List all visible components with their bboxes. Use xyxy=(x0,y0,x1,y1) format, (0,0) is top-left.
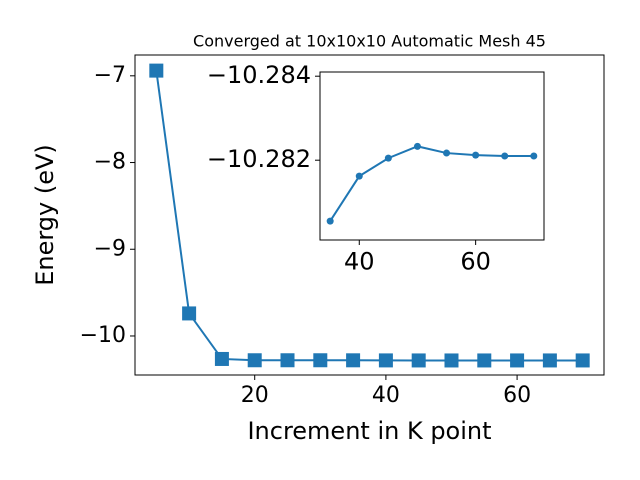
marker xyxy=(472,151,480,159)
marker xyxy=(530,152,538,160)
y-tick-label: −10.284 xyxy=(207,61,311,89)
y-tick-label: −8 xyxy=(94,150,126,175)
marker xyxy=(313,353,328,368)
x-tick-label: 20 xyxy=(241,383,269,408)
marker xyxy=(378,353,393,368)
x-tick-label: 60 xyxy=(503,383,531,408)
x-tick-label: 40 xyxy=(372,383,400,408)
marker xyxy=(182,306,197,321)
marker xyxy=(510,353,525,368)
x-axis-label: Increment in K point xyxy=(247,417,491,445)
marker xyxy=(355,172,363,180)
marker xyxy=(444,353,459,368)
x-tick-label: 40 xyxy=(344,247,375,275)
marker xyxy=(280,353,295,368)
y-tick-label: −10 xyxy=(80,323,126,348)
marker xyxy=(214,351,229,366)
marker xyxy=(443,149,451,157)
y-tick-label: −9 xyxy=(94,236,126,261)
plot-frame xyxy=(134,54,605,376)
y-axis-label: Energy (eV) xyxy=(31,144,59,286)
x-tick-label: 60 xyxy=(460,247,491,275)
marker xyxy=(326,217,334,225)
marker xyxy=(477,353,492,368)
plot-frame xyxy=(319,71,545,241)
marker xyxy=(149,63,164,78)
marker xyxy=(413,142,421,150)
marker xyxy=(542,353,557,368)
marker xyxy=(384,154,392,162)
marker xyxy=(575,353,590,368)
marker xyxy=(247,353,262,368)
series-line xyxy=(329,145,534,222)
chart-title: Converged at 10x10x10 Automatic Mesh 45 xyxy=(193,32,546,51)
y-tick-label: −7 xyxy=(94,63,126,88)
y-tick-label: −10.282 xyxy=(207,145,311,173)
marker xyxy=(411,353,426,368)
marker xyxy=(346,353,361,368)
marker xyxy=(501,152,509,160)
